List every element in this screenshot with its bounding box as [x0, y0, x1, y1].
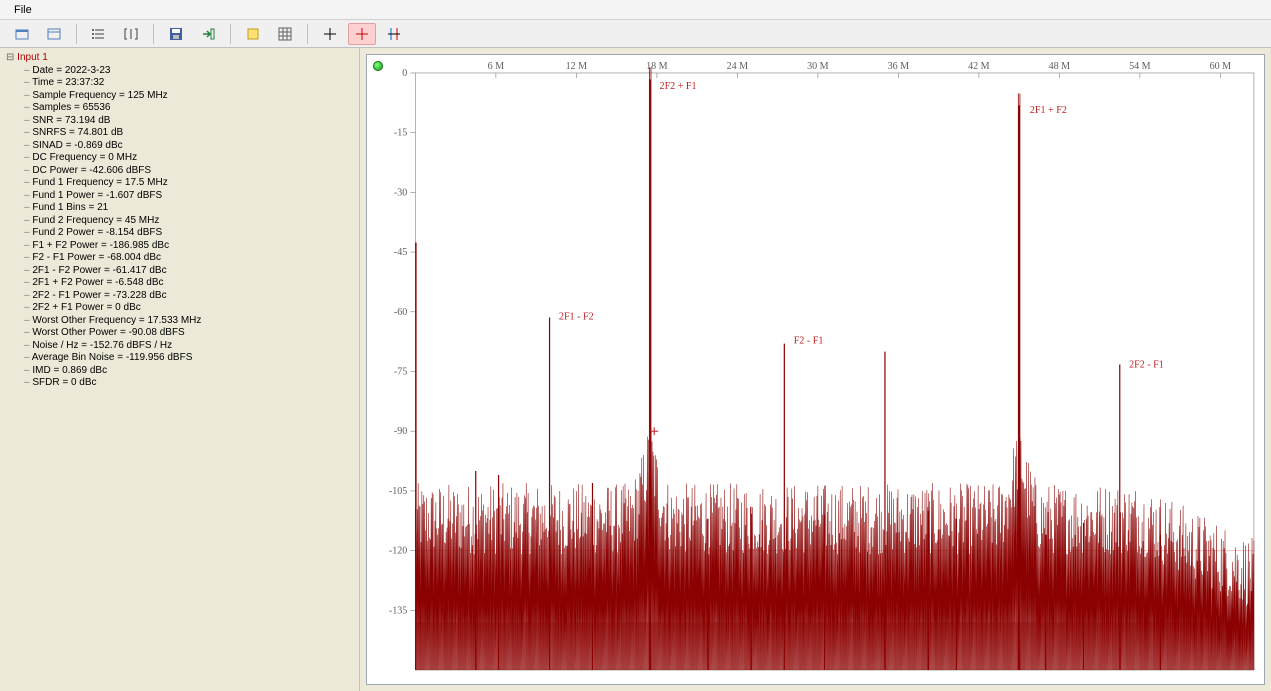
svg-text:-135: -135: [389, 605, 407, 616]
tree-item[interactable]: SNRFS = 74.801 dB: [24, 127, 357, 140]
svg-text:-45: -45: [394, 247, 407, 258]
tree-item[interactable]: SNR = 73.194 dB: [24, 115, 357, 128]
tree-item[interactable]: 2F2 + F1 Power = 0 dBc: [24, 302, 357, 315]
tree-item[interactable]: 2F1 - F2 Power = -61.417 dBc: [24, 265, 357, 278]
svg-text:-105: -105: [389, 486, 407, 497]
tb-export[interactable]: [194, 23, 222, 45]
tree-root-label: Input 1: [17, 52, 48, 63]
tb-toggle[interactable]: [239, 23, 267, 45]
tree-item[interactable]: SINAD = -0.869 dBc: [24, 140, 357, 153]
svg-text:6 M: 6 M: [488, 61, 505, 72]
svg-text:60 M: 60 M: [1210, 61, 1232, 72]
svg-text:12 M: 12 M: [566, 61, 588, 72]
tb-list[interactable]: [85, 23, 113, 45]
tree-item[interactable]: Fund 1 Frequency = 17.5 MHz: [24, 177, 357, 190]
tb-open[interactable]: [8, 23, 36, 45]
tree-item[interactable]: Average Bin Noise = -119.956 dBFS: [24, 352, 357, 365]
svg-text:-90: -90: [394, 426, 407, 437]
peak-label: F2 - F1: [794, 336, 824, 347]
tb-sep: [153, 24, 154, 44]
tb-bracket[interactable]: [117, 23, 145, 45]
tree-item[interactable]: Fund 1 Bins = 21: [24, 202, 357, 215]
tree-item[interactable]: Date = 2022-3-23: [24, 65, 357, 78]
tree-item[interactable]: Fund 2 Power = -8.154 dBFS: [24, 227, 357, 240]
tb-window[interactable]: [40, 23, 68, 45]
tree-item[interactable]: F1 + F2 Power = -186.985 dBc: [24, 240, 357, 253]
peak-label: 2F2 - F1: [1129, 360, 1164, 371]
tree-item[interactable]: Fund 2 Frequency = 45 MHz: [24, 215, 357, 228]
tb-grid[interactable]: [271, 23, 299, 45]
tree-item[interactable]: Time = 23:37:32: [24, 77, 357, 90]
svg-text:42 M: 42 M: [968, 61, 990, 72]
tree-item[interactable]: Worst Other Power = -90.08 dBFS: [24, 327, 357, 340]
svg-text:54 M: 54 M: [1129, 61, 1151, 72]
tree-item[interactable]: 2F2 - F1 Power = -73.228 dBc: [24, 290, 357, 303]
svg-text:-30: -30: [394, 187, 407, 198]
menu-file[interactable]: File: [6, 2, 40, 18]
tree-item[interactable]: IMD = 0.869 dBc: [24, 365, 357, 378]
tree-root-node[interactable]: Input 1: [6, 52, 357, 65]
tb-cursor-plus[interactable]: [316, 23, 344, 45]
tb-sep: [307, 24, 308, 44]
peak-label: 2F2 + F1: [660, 81, 697, 92]
tb-cursor-multi[interactable]: [380, 23, 408, 45]
tb-save[interactable]: [162, 23, 190, 45]
svg-text:-120: -120: [389, 546, 407, 557]
tb-sep: [230, 24, 231, 44]
tree-item[interactable]: DC Power = -42.606 dBFS: [24, 165, 357, 178]
chart-frame[interactable]: 6 M12 M18 M24 M30 M36 M42 M48 M54 M60 M0…: [366, 54, 1265, 685]
peak-label: 2F1 - F2: [559, 312, 594, 323]
spectrum-plot[interactable]: 6 M12 M18 M24 M30 M36 M42 M48 M54 M60 M0…: [367, 55, 1264, 684]
svg-text:24 M: 24 M: [727, 61, 749, 72]
tree-item[interactable]: SFDR = 0 dBc: [24, 377, 357, 390]
tree-item[interactable]: Samples = 65536: [24, 102, 357, 115]
peak-label: 2F1 + F2: [1030, 105, 1067, 116]
tree-item[interactable]: Worst Other Frequency = 17.533 MHz: [24, 315, 357, 328]
toolbar: [0, 20, 1271, 48]
tree-item[interactable]: DC Frequency = 0 MHz: [24, 152, 357, 165]
svg-text:-60: -60: [394, 307, 407, 318]
info-tree: Input 1 Date = 2022-3-23Time = 23:37:32S…: [0, 48, 360, 691]
tree-item[interactable]: Fund 1 Power = -1.607 dBFS: [24, 190, 357, 203]
tree-item[interactable]: F2 - F1 Power = -68.004 dBc: [24, 252, 357, 265]
svg-text:0: 0: [402, 68, 407, 79]
svg-text:-15: -15: [394, 128, 407, 139]
tree-item[interactable]: Sample Frequency = 125 MHz: [24, 90, 357, 103]
svg-text:-75: -75: [394, 367, 407, 378]
tb-sep: [76, 24, 77, 44]
tree-item[interactable]: Noise / Hz = -152.76 dBFS / Hz: [24, 340, 357, 353]
tree-item[interactable]: 2F1 + F2 Power = -6.548 dBc: [24, 277, 357, 290]
tb-cursor-pink[interactable]: [348, 23, 376, 45]
svg-text:36 M: 36 M: [888, 61, 910, 72]
chart-area: 6 M12 M18 M24 M30 M36 M42 M48 M54 M60 M0…: [360, 48, 1271, 691]
svg-text:48 M: 48 M: [1049, 61, 1071, 72]
menu-bar: File: [0, 0, 1271, 20]
svg-text:30 M: 30 M: [807, 61, 829, 72]
